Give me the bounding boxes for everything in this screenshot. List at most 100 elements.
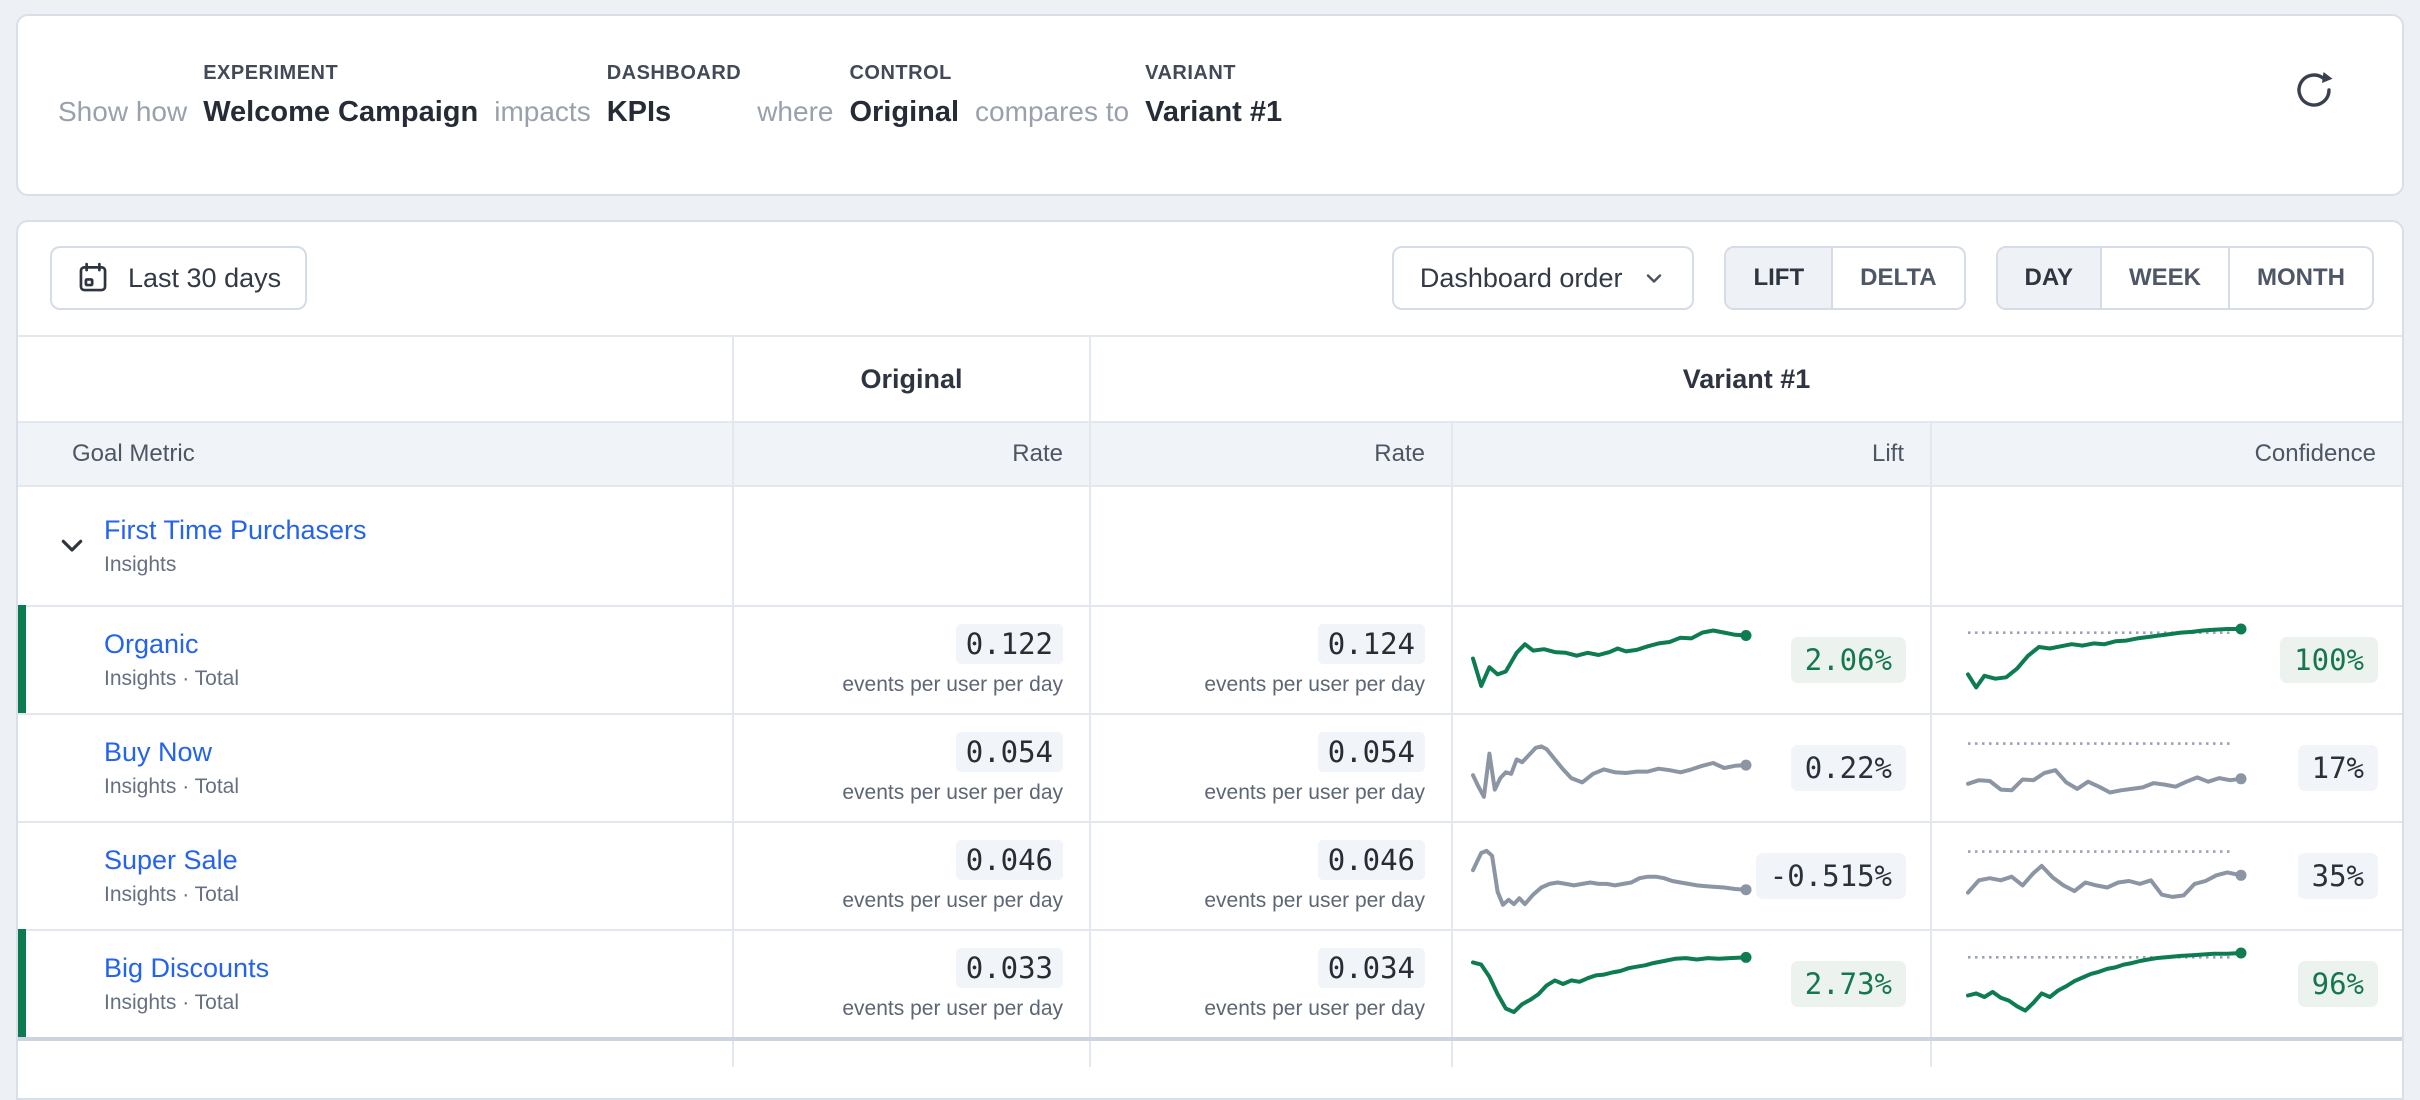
empty-cell — [1932, 1041, 2402, 1067]
query-connector: where — [757, 96, 834, 127]
metric-link[interactable]: First Time Purchasers — [104, 515, 367, 545]
empty-cell — [18, 1041, 734, 1067]
lift-badge: 0.22% — [1790, 745, 1906, 791]
lift-cell: 0.22% — [1453, 715, 1932, 821]
results-panel: Last 30 days Dashboard order LIFT DELTA … — [16, 220, 2404, 1100]
confidence-badge: 17% — [2297, 745, 2378, 791]
lift-badge: 2.06% — [1790, 637, 1906, 683]
experiment-label: EXPERIMENT — [203, 62, 339, 84]
rate-unit: events per user per day — [842, 672, 1063, 696]
experiment-query-bar: Show how EXPERIMENT Welcome Campaign imp… — [16, 14, 2404, 196]
variant-field[interactable]: VARIANT Variant #1 — [1145, 62, 1282, 130]
metric-link[interactable]: Super Sale — [104, 845, 238, 875]
chevron-down-icon — [1642, 266, 1666, 290]
lift-badge: -0.515% — [1755, 853, 1906, 899]
metric-cell: Organic Insights · Total — [18, 605, 734, 713]
metric-subtitle: Insights · Total — [104, 775, 240, 798]
refresh-button[interactable] — [2290, 66, 2338, 114]
toggle-month[interactable]: MONTH — [2228, 248, 2372, 308]
metric-cell: Big Discounts Insights · Total — [18, 929, 734, 1037]
dashboard-field[interactable]: DASHBOARD KPIs — [607, 62, 742, 130]
date-range-button[interactable]: Last 30 days — [50, 246, 308, 310]
lift-badge: 2.73% — [1790, 961, 1906, 1007]
calendar-icon — [76, 261, 110, 295]
column-header-row: Goal Metric Rate Rate Lift Confidence — [18, 421, 2402, 485]
rate-value: 0.034 — [1317, 947, 1425, 988]
experiment-field[interactable]: EXPERIMENT Welcome Campaign — [203, 62, 478, 130]
results-table: Original Variant #1 Goal Metric Rate Rat… — [18, 335, 2402, 1067]
empty-cell — [1453, 487, 1932, 605]
confidence-badge: 100% — [2280, 637, 2378, 683]
metric-subtitle: Insights · Total — [104, 667, 240, 690]
toggle-lift[interactable]: LIFT — [1726, 248, 1832, 308]
dashboard-value[interactable]: KPIs — [606, 96, 672, 128]
table-row-buy-now: Buy Now Insights · Total 0.054 events pe… — [18, 713, 2402, 821]
control-label: CONTROL — [849, 62, 952, 84]
rate-unit: events per user per day — [1204, 780, 1425, 804]
query-connector: Show how — [58, 96, 188, 127]
lift-cell: -0.515% — [1453, 823, 1932, 929]
query-sentence: Show how EXPERIMENT Welcome Campaign imp… — [18, 16, 2402, 130]
chevron-down-icon — [56, 530, 90, 562]
query-connector: impacts — [494, 96, 591, 127]
column-confidence: Confidence — [2254, 440, 2376, 467]
rate-unit: events per user per day — [842, 996, 1063, 1020]
metric-link[interactable]: Buy Now — [104, 737, 213, 767]
variant-rate-cell: 0.046 events per user per day — [1091, 823, 1453, 929]
metric-cell: First Time Purchasers Insights — [18, 487, 734, 605]
confidence-cell: 96% — [1932, 931, 2402, 1037]
date-range-label: Last 30 days — [128, 262, 282, 293]
significance-accent-bar — [18, 929, 26, 1037]
table-row-partial — [18, 1037, 2402, 1067]
confidence-sparkline — [1966, 850, 2247, 899]
variant-rate-cell: 0.124 events per user per day — [1091, 607, 1453, 713]
results-toolbar: Last 30 days Dashboard order LIFT DELTA … — [18, 222, 2402, 335]
collapse-row-button[interactable] — [56, 529, 90, 563]
variant-value[interactable]: Variant #1 — [1145, 96, 1283, 128]
metric-subtitle: Insights — [104, 553, 177, 576]
group-header-spacer — [18, 337, 734, 421]
group-header-original: Original — [734, 337, 1091, 421]
lift-sparkline — [1471, 848, 1752, 907]
metric-link[interactable]: Big Discounts — [104, 953, 270, 983]
rate-unit: events per user per day — [842, 780, 1063, 804]
rate-unit: events per user per day — [1204, 888, 1425, 912]
confidence-badge: 35% — [2297, 853, 2378, 899]
empty-cell — [1453, 1041, 1932, 1067]
column-goal-metric: Goal Metric — [18, 423, 734, 485]
toggle-day[interactable]: DAY — [1997, 248, 2101, 308]
toggle-week[interactable]: WEEK — [2100, 248, 2229, 308]
lift-cell: 2.06% — [1453, 607, 1932, 713]
table-row-big-discounts: Big Discounts Insights · Total 0.033 eve… — [18, 929, 2402, 1037]
variant-label: VARIANT — [1145, 62, 1237, 84]
lift-cell: 2.73% — [1453, 931, 1932, 1037]
dashboard-label: DASHBOARD — [606, 62, 742, 84]
rate-value: 0.124 — [1317, 623, 1425, 664]
metric-cell: Super Sale Insights · Total — [18, 823, 734, 929]
significance-accent-bar — [18, 605, 26, 713]
rate-value: 0.054 — [1317, 731, 1425, 772]
rate-value: 0.122 — [955, 623, 1063, 664]
lift-sparkline — [1471, 744, 1752, 799]
refresh-icon — [2290, 66, 2338, 114]
variation-header-row: Original Variant #1 — [18, 337, 2402, 421]
empty-cell — [1091, 487, 1453, 605]
table-row-super-sale: Super Sale Insights · Total 0.046 events… — [18, 821, 2402, 929]
experiment-value[interactable]: Welcome Campaign — [203, 96, 479, 128]
variant-rate-cell: 0.054 events per user per day — [1091, 715, 1453, 821]
confidence-badge: 96% — [2297, 961, 2378, 1007]
column-original-rate: Rate — [734, 423, 1091, 485]
lift-sparkline — [1471, 628, 1752, 688]
control-field[interactable]: CONTROL Original — [849, 62, 959, 130]
confidence-sparkline — [1966, 947, 2247, 1013]
table-row-organic: Organic Insights · Total 0.122 events pe… — [18, 605, 2402, 713]
metric-link[interactable]: Organic — [104, 629, 199, 659]
column-lift: Lift — [1453, 423, 1932, 485]
original-rate-cell: 0.033 events per user per day — [734, 931, 1091, 1037]
toggle-delta[interactable]: DELTA — [1831, 248, 1964, 308]
dashboard-order-select[interactable]: Dashboard order — [1391, 246, 1695, 310]
lift-delta-toggle: LIFT DELTA — [1724, 246, 1966, 310]
metric-subtitle: Insights · Total — [104, 883, 240, 906]
confidence-cell: 35% — [1932, 823, 2402, 929]
control-value[interactable]: Original — [849, 96, 960, 128]
